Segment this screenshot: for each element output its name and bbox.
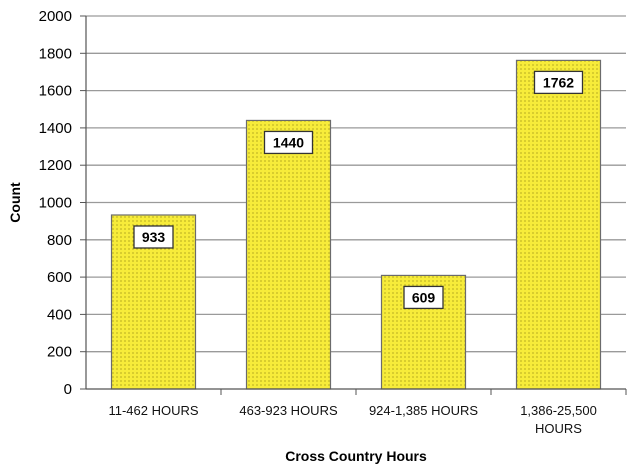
x-tick-label: 1,386-25,500 HOURS [520, 403, 597, 436]
y-tick-label: 1400 [39, 120, 72, 137]
y-axis-title: Count [7, 182, 23, 223]
data-label-box [533, 70, 584, 95]
x-tick-label: 924-1,385 HOURS [369, 403, 478, 418]
x-axis-title: Cross Country Hours [285, 448, 427, 464]
y-tick-label: 2000 [39, 8, 72, 25]
data-labels: 933 1440 609 1762 [133, 70, 584, 310]
x-tick-label: 11-462 HOURS [108, 403, 198, 418]
bars [110, 59, 602, 390]
data-label: 1440 [273, 134, 304, 150]
y-tick-label: 600 [47, 269, 72, 286]
y-tick-label: 1600 [39, 83, 72, 100]
data-label-box [133, 225, 174, 249]
data-label-box [263, 130, 314, 155]
data-label: 1762 [543, 74, 574, 90]
bar [515, 59, 602, 390]
axes: 0 200 400 600 800 1000 1200 1400 1600 1800 2000 11-… [39, 8, 627, 436]
x-tick-label: 463-923 HOURS [239, 403, 338, 418]
y-tick-label: 800 [47, 232, 72, 249]
y-tick-label: 0 [64, 381, 72, 398]
y-tick-label: 1000 [39, 195, 72, 212]
data-label-box [403, 285, 444, 310]
y-tick-label: 200 [47, 344, 72, 361]
data-label: 933 [142, 229, 166, 245]
y-tick-label: 400 [47, 306, 72, 323]
y-tick-label: 1200 [39, 157, 72, 174]
bar [245, 119, 332, 390]
y-tick-label: 1800 [39, 45, 72, 62]
data-label: 609 [412, 289, 436, 305]
